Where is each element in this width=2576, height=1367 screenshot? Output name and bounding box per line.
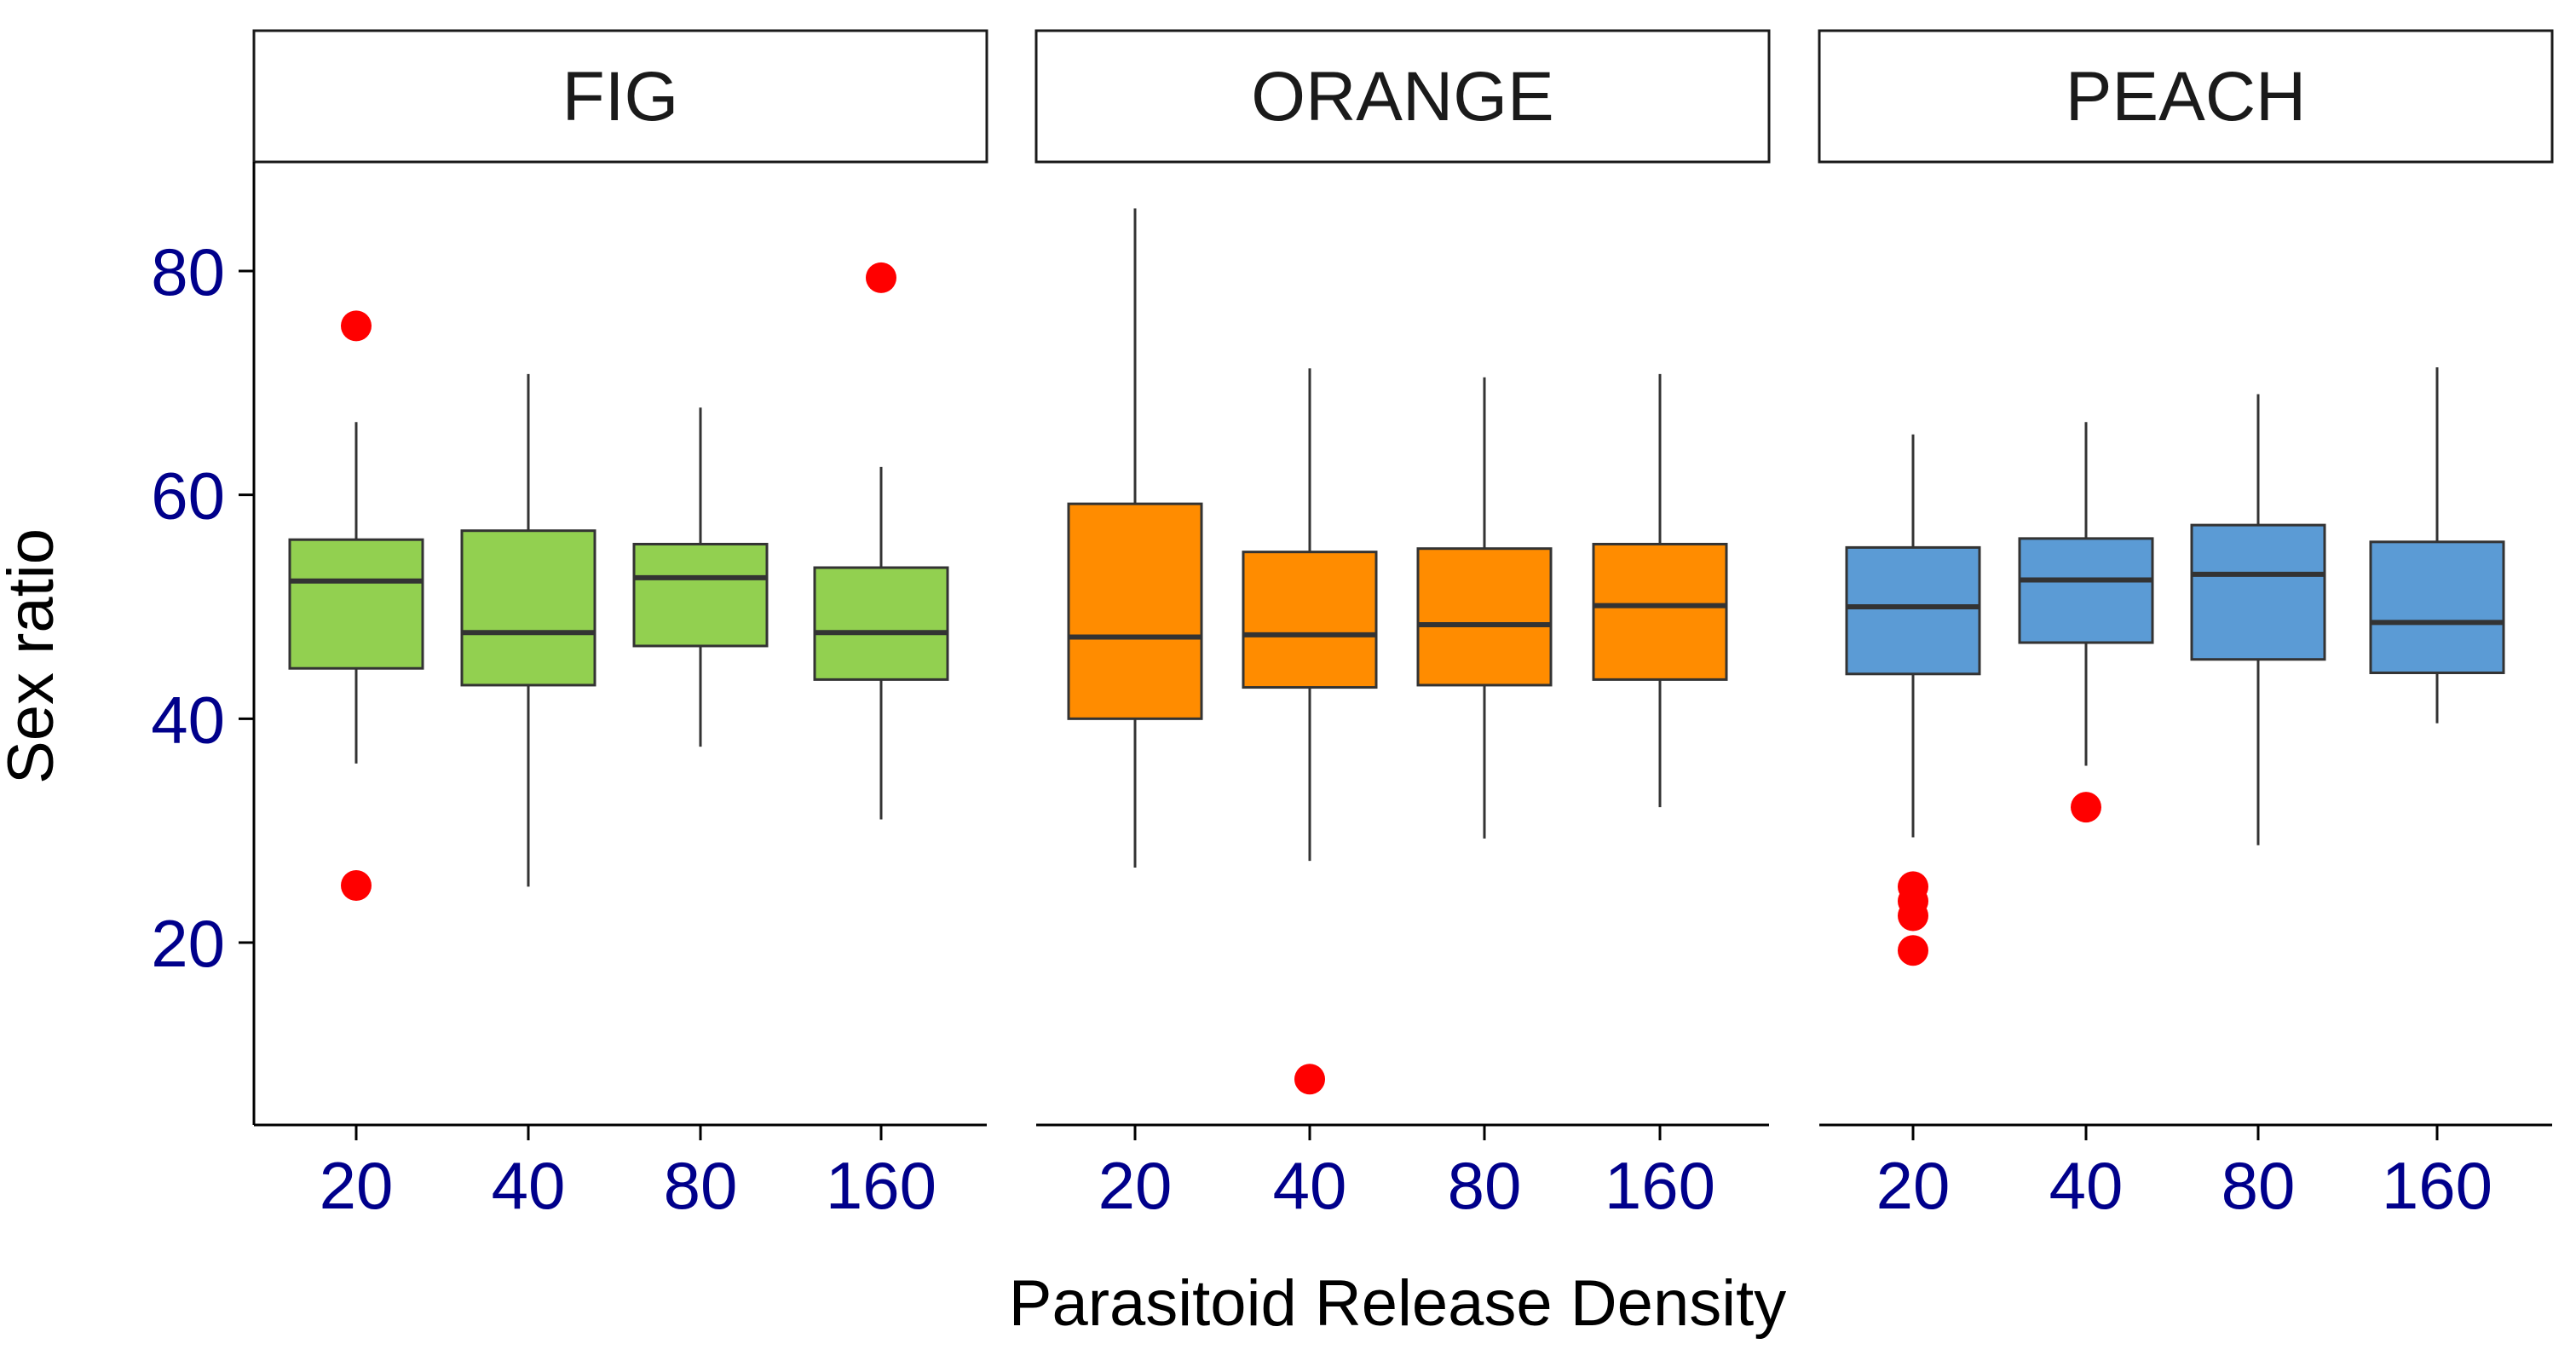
x-tick-label: 160 xyxy=(1605,1148,1715,1223)
box-fig-40 xyxy=(460,373,596,887)
facet-fig: FIG 20 40 80 160 xyxy=(252,29,988,1223)
x-axis-title: Parasitoid Release Density xyxy=(1009,1267,1786,1340)
x-tick-label: 40 xyxy=(2049,1148,2124,1223)
y-axis: 20 40 60 80 xyxy=(151,162,256,1125)
facet-strip xyxy=(1818,29,2554,164)
box xyxy=(1416,547,1553,687)
box-peach-40 xyxy=(2018,422,2154,823)
box xyxy=(813,566,949,681)
box xyxy=(2190,523,2326,661)
y-tick-label: 60 xyxy=(151,459,225,534)
facet-panels: FIG 20 40 80 160 ORANGE 20 40 80 160 PEACH 20 40 80 16… xyxy=(252,29,2554,1223)
outlier-point xyxy=(341,310,372,342)
y-tick-label: 40 xyxy=(151,682,225,757)
box-orange-40 xyxy=(1242,368,1378,1095)
facet-peach: PEACH 20 40 80 160 xyxy=(1818,29,2554,1223)
facet-orange: ORANGE 20 40 80 160 xyxy=(1034,29,1771,1223)
box-peach-20 xyxy=(1845,434,1981,966)
box xyxy=(1067,502,1203,720)
x-tick-label: 20 xyxy=(1876,1148,1951,1223)
box-orange-20 xyxy=(1067,208,1203,868)
x-tick-label: 40 xyxy=(492,1148,566,1223)
x-tick-label: 20 xyxy=(320,1148,394,1223)
box xyxy=(2369,540,2505,674)
facet-strip xyxy=(1034,29,1771,164)
x-tick-label: 160 xyxy=(826,1148,936,1223)
x-tick-label: 20 xyxy=(1098,1148,1173,1223)
x-tick-label: 80 xyxy=(1448,1148,1522,1223)
box xyxy=(1242,551,1378,689)
box-orange-80 xyxy=(1416,377,1553,839)
box xyxy=(632,542,769,648)
box xyxy=(288,538,424,670)
outlier-point xyxy=(1898,935,1928,966)
box-fig-160 xyxy=(813,262,949,820)
outlier-point xyxy=(1898,900,1928,932)
facet-strip-label: ORANGE xyxy=(1251,58,1553,136)
box-orange-160 xyxy=(1592,373,1728,808)
facet-strip xyxy=(252,29,988,164)
box-fig-20 xyxy=(288,310,424,902)
box-peach-80 xyxy=(2190,394,2326,845)
box xyxy=(460,529,596,687)
facet-strip-label: PEACH xyxy=(2066,58,2307,136)
box-peach-160 xyxy=(2369,366,2505,724)
box xyxy=(2018,537,2154,644)
box-fig-80 xyxy=(632,407,769,747)
x-tick-label: 80 xyxy=(2222,1148,2296,1223)
outlier-point xyxy=(1294,1064,1325,1095)
x-tick-label: 160 xyxy=(2382,1148,2492,1223)
y-tick-label: 20 xyxy=(151,906,225,981)
x-tick-label: 40 xyxy=(1273,1148,1347,1223)
x-tick-label: 80 xyxy=(664,1148,738,1223)
facet-strip-label: FIG xyxy=(562,58,679,136)
outlier-point xyxy=(2071,792,2101,823)
y-axis-title: Sex ratio xyxy=(0,528,67,784)
y-tick-label: 80 xyxy=(151,234,225,309)
outlier-point xyxy=(866,262,896,293)
box xyxy=(1592,542,1728,681)
box xyxy=(1845,545,1981,676)
outlier-point xyxy=(341,870,372,902)
